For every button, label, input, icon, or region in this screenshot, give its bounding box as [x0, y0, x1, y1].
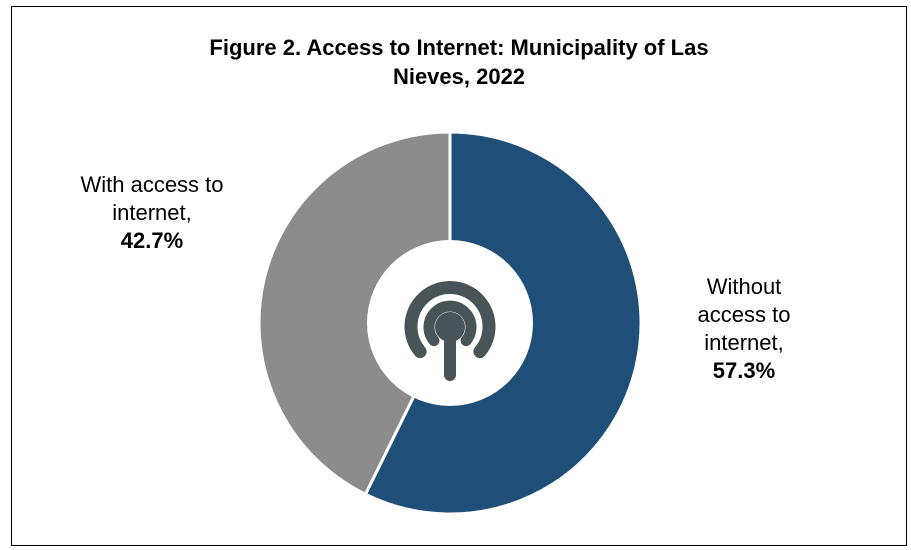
chart-title-line-2: Nieves, 2022	[392, 64, 526, 89]
label-without-access-line-3: internet,	[704, 330, 784, 355]
label-without-access-value: 57.3%	[712, 358, 776, 383]
chart-title: Figure 2. Access to Internet: Municipali…	[12, 33, 906, 91]
pie-slice-with-access-to-internet	[257, 130, 452, 497]
chart-frame: Figure 2. Access to Internet: Municipali…	[11, 6, 907, 546]
label-without-access-line-2: access to	[697, 302, 791, 327]
broadcast-signal-icon	[404, 281, 496, 381]
label-with-access: With access to internet, 42.7%	[52, 171, 252, 255]
label-with-access-line-2: internet,	[112, 200, 192, 225]
pie-chart	[257, 130, 643, 516]
label-with-access-value: 42.7%	[120, 228, 184, 253]
label-without-access: Without access to internet, 57.3%	[659, 273, 829, 385]
label-with-access-line-1: With access to	[80, 172, 224, 197]
chart-title-line-1: Figure 2. Access to Internet: Municipali…	[209, 35, 709, 60]
label-without-access-line-1: Without	[706, 274, 782, 299]
